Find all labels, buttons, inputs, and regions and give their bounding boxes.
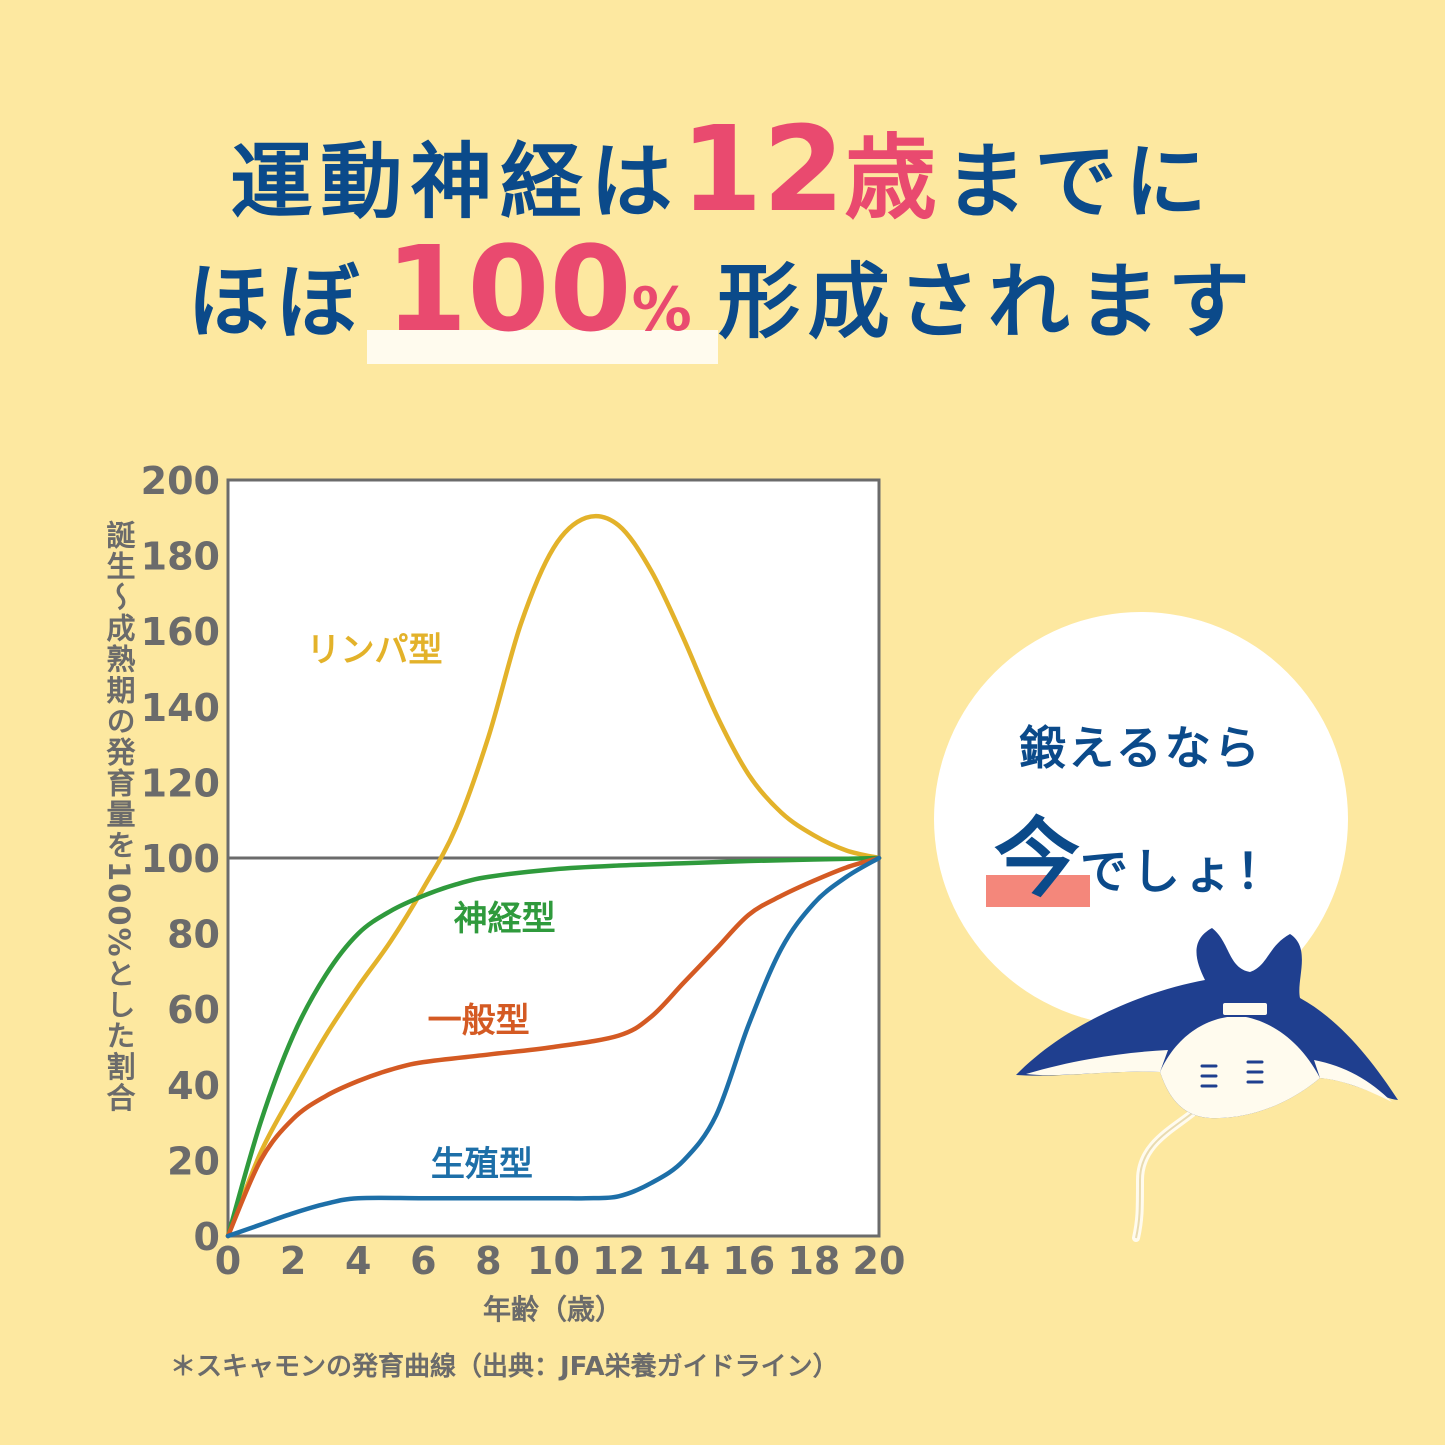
series-label-2: 一般型 <box>428 1001 530 1041</box>
series-label-0: リンパ型 <box>306 630 442 670</box>
series-label-3: 生殖型 <box>431 1145 533 1185</box>
y-tick-label: 60 <box>167 988 220 1032</box>
x-tick-label: 10 <box>527 1239 580 1283</box>
x-tick-label: 20 <box>853 1239 906 1283</box>
bubble-rest-text: でしょ！ <box>1079 844 1288 900</box>
x-tick-label: 14 <box>657 1239 710 1283</box>
y-tick-label: 120 <box>141 761 220 805</box>
y-tick-label: 80 <box>167 913 220 957</box>
source-note: ＊スキャモンの発育曲線（出典：JFA栄養ガイドライン） <box>170 1352 839 1382</box>
headline-text: までに <box>944 135 1215 230</box>
bubble-line-1: 鍛えるなら <box>1019 721 1263 775</box>
headline-text: 運動神経は <box>230 135 681 230</box>
headline-age-number: 12 <box>680 100 845 238</box>
y-tick-label: 140 <box>141 686 220 730</box>
headline-highlight: 100% <box>367 220 719 364</box>
y-tick-label: 100 <box>141 837 220 881</box>
x-axis-label: 年齢（歳） <box>482 1293 623 1326</box>
headline-line-1: 運動神経は12歳までに <box>0 100 1445 238</box>
bubble-now-highlight: 今 <box>985 788 1090 913</box>
series-label-1: 神経型 <box>454 899 556 939</box>
x-tick-label: 8 <box>475 1239 501 1283</box>
x-tick-label: 12 <box>592 1239 645 1283</box>
headline-text: ほぼ <box>187 255 368 350</box>
headline-text: 形成されます <box>717 255 1258 350</box>
y-tick-label: 0 <box>194 1215 220 1259</box>
headline-percent-number: 100 <box>385 220 632 358</box>
headline-percent-sign: % <box>631 275 700 345</box>
y-tick-label: 200 <box>141 459 220 503</box>
manta-ray-mascot-icon <box>1016 928 1398 1242</box>
headline-line-2: ほぼ 100% 形成されます <box>0 220 1445 364</box>
series-line-0 <box>225 513 882 1239</box>
x-tick-label: 2 <box>280 1239 306 1283</box>
x-tick-label: 0 <box>215 1239 241 1283</box>
y-tick-label: 40 <box>167 1064 220 1108</box>
headline-age-unit: 歳 <box>844 125 945 232</box>
y-tick-label: 20 <box>167 1139 220 1183</box>
series-line-2 <box>225 855 882 1239</box>
y-tick-label: 160 <box>141 610 220 654</box>
x-tick-label: 16 <box>722 1239 775 1283</box>
series-line-3 <box>225 855 882 1239</box>
y-tick-label: 180 <box>141 535 220 579</box>
bubble-now-text: 今 <box>993 809 1080 909</box>
x-tick-label: 4 <box>345 1239 371 1283</box>
x-tick-label: 6 <box>410 1239 436 1283</box>
x-tick-label: 18 <box>787 1239 840 1283</box>
series-line-1 <box>225 855 882 1239</box>
bubble-line-2: 今でしょ！ <box>934 788 1348 913</box>
y-axis-label: 誕生～成熟期の発育量を100%とした割合 <box>102 520 136 1114</box>
